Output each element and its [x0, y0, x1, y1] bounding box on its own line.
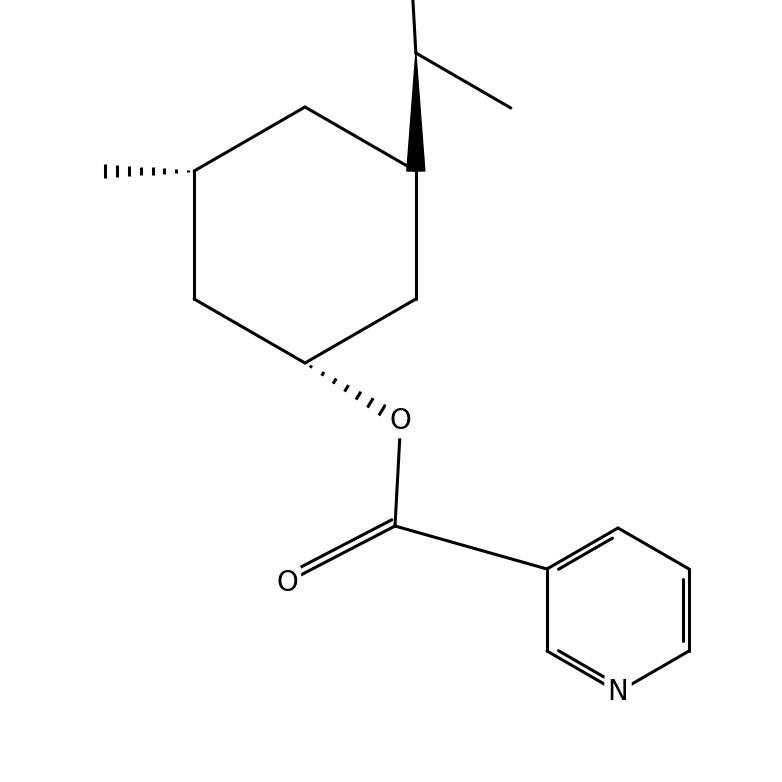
Text: N: N — [608, 678, 629, 706]
Polygon shape — [407, 53, 425, 171]
Text: O: O — [276, 569, 298, 597]
Text: O: O — [389, 407, 411, 435]
